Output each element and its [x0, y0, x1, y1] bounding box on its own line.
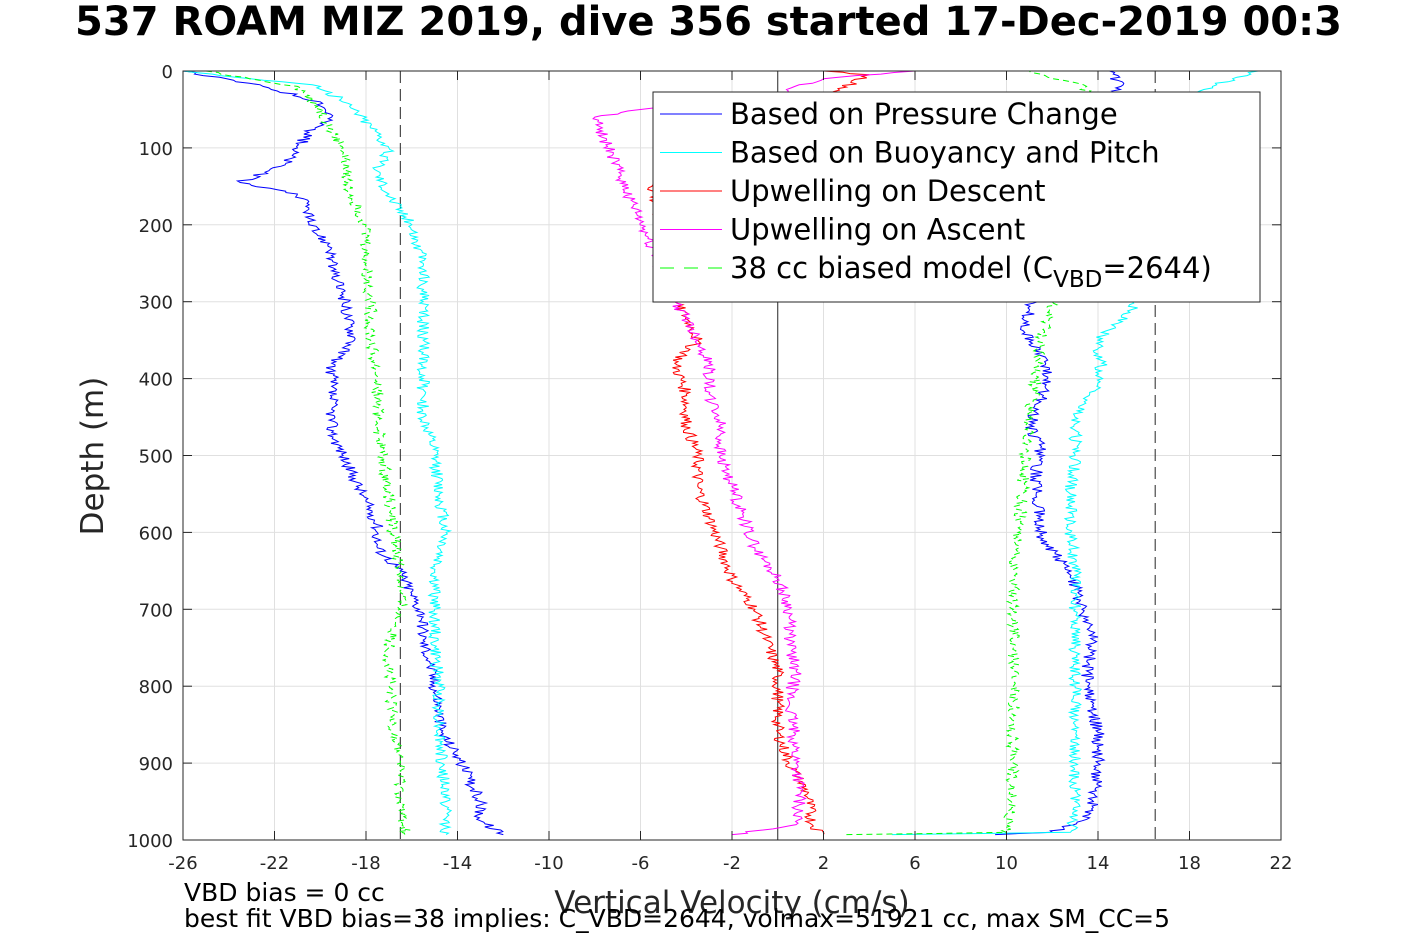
y-tick-label: 600: [139, 523, 173, 544]
y-tick-label: 700: [139, 600, 173, 621]
y-tick-label: 800: [139, 677, 173, 698]
y-tick-label: 500: [139, 447, 173, 468]
x-tick-label: -18: [351, 853, 380, 874]
x-tick-label: -6: [632, 853, 650, 874]
y-tick-label: 200: [139, 216, 173, 237]
x-axis-label: Vertical Velocity (cm/s): [554, 885, 909, 921]
x-axis-ticks: -26 -22 -18 -14 -10 -6 -2 2 6 10 14 18 22: [168, 71, 1292, 874]
x-tick-label: -10: [534, 853, 563, 874]
x-tick-label: 6: [909, 853, 920, 874]
x-tick-label: 18: [1178, 853, 1201, 874]
x-tick-label: 22: [1270, 853, 1293, 874]
y-tick-label: 900: [139, 754, 173, 775]
series-line-5: [205, 71, 411, 835]
x-tick-label: 14: [1087, 853, 1110, 874]
legend-entry: Upwelling on Ascent: [730, 213, 1025, 247]
y-axis-label: Depth (m): [75, 377, 111, 536]
x-tick-label: -2: [723, 853, 741, 874]
legend-entry: Upwelling on Descent: [730, 174, 1046, 208]
y-tick-label: 400: [139, 370, 173, 391]
series-line-1: [183, 71, 504, 836]
legend-entry: Based on Pressure Change: [730, 97, 1118, 131]
x-tick-label: -26: [168, 853, 197, 874]
y-tick-label: 0: [162, 62, 173, 83]
x-tick-label: 2: [818, 853, 829, 874]
y-tick-label: 100: [139, 139, 173, 160]
legend-box: [652, 91, 1261, 303]
y-axis-ticks: 0 100 200 300 400 500 600 700 800 900 1000: [127, 62, 1281, 852]
y-tick-label: 1000: [127, 831, 173, 852]
vbd-bias-note: VBD bias = 0 cc: [184, 878, 385, 907]
series-line-2: [183, 71, 453, 836]
x-tick-label: 10: [995, 853, 1018, 874]
x-tick-label: -22: [260, 853, 289, 874]
x-tick-label: -14: [443, 853, 472, 874]
best-fit-note: best fit VBD bias=38 implies: C_VBD=2644…: [184, 904, 1171, 933]
legend-entry: Based on Buoyancy and Pitch: [730, 136, 1160, 170]
legend-entry: 38 cc biased model (CVBD=2644): [730, 251, 1212, 293]
y-tick-label: 300: [139, 293, 173, 314]
series-line-3: [647, 71, 870, 835]
legend: Based on Pressure Change Based on Buoyanc…: [652, 91, 1261, 303]
chart-title: 537 ROAM MIZ 2019, dive 356 started 17-D…: [75, 0, 1342, 45]
series-line-4: [592, 71, 916, 836]
